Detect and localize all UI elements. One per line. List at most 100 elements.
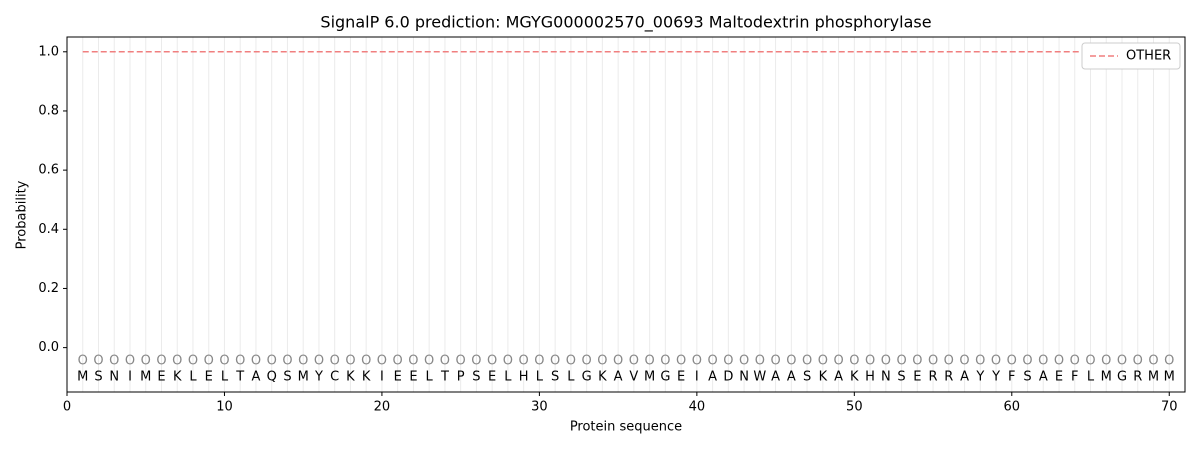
y-tick-label: 0.4 [38,222,59,237]
predicted-label: O [298,353,308,368]
residue: E [913,370,921,385]
residue: L [1087,370,1095,385]
predicted-label: O [770,353,780,368]
residue: R [929,370,938,385]
predicted-label: O [1022,353,1032,368]
plot-frame [66,36,1186,393]
predicted-label: O [471,353,481,368]
predicted-label: O [330,353,340,368]
residue: E [677,370,685,385]
predicted-label: O [1085,353,1095,368]
predicted-label: O [188,353,198,368]
predicted-label: O [235,353,245,368]
residue: I [695,370,699,385]
predicted-label: O [109,353,119,368]
predicted-label: O [550,353,560,368]
residue: M [77,370,88,385]
residue: N [881,370,891,385]
residue: E [488,370,496,385]
legend-box [1081,42,1181,70]
predicted-label: O [928,353,938,368]
residue: E [394,370,402,385]
predicted-label: O [1148,353,1158,368]
residue: A [834,370,843,385]
residue: F [1071,370,1078,385]
residue: V [629,370,638,385]
residue: S [551,370,559,385]
residue: K [850,370,859,385]
predicted-label: O [660,353,670,368]
residue: K [346,370,355,385]
predicted-label: O [645,353,655,368]
residue: L [189,370,197,385]
residue: A [252,370,261,385]
predicted-label: O [566,353,576,368]
predicted-label: O [172,353,182,368]
predicted-label: O [1070,353,1080,368]
residue: R [944,370,953,385]
residue: G [1117,370,1127,385]
predicted-label: O [424,353,434,368]
predicted-label: O [377,353,387,368]
predicted-label: O [1164,353,1174,368]
residue: H [519,370,529,385]
residue: K [173,370,182,385]
residue: Y [314,370,323,385]
residue: D [723,370,733,385]
predicted-label: O [1054,353,1064,368]
residue: A [614,370,623,385]
predicted-label: O [93,353,103,368]
residue: I [380,370,384,385]
predicted-label: O [833,353,843,368]
residue: A [771,370,780,385]
x-tick-label: 0 [63,400,71,415]
predicted-label: O [613,353,623,368]
predicted-label: O [534,353,544,368]
residue: I [128,370,132,385]
residue: M [644,370,655,385]
predicted-label: O [141,353,151,368]
predicted-label: O [251,353,261,368]
predicted-label: O [739,353,749,368]
predicted-label: O [896,353,906,368]
residue: E [205,370,213,385]
residue: Q [267,370,277,385]
predicted-label: O [1038,353,1048,368]
predicted-label: O [707,353,717,368]
residue: N [739,370,749,385]
residue: K [362,370,371,385]
chart-title: SignalP 6.0 prediction: MGYG000002570_00… [320,13,931,33]
residue: A [1039,370,1048,385]
predicted-label: O [156,353,166,368]
residue: T [235,370,244,385]
x-tick-label: 50 [846,400,863,415]
residue: N [109,370,119,385]
predicted-label: O [597,353,607,368]
predicted-label: O [1101,353,1111,368]
residue: L [567,370,575,385]
predicted-label: O [503,353,513,368]
predicted-label: O [1117,353,1127,368]
predicted-label: O [975,353,985,368]
predicted-label: O [1007,353,1017,368]
predicted-label: O [345,353,355,368]
residue: C [330,370,339,385]
residue: W [753,370,766,385]
residue: S [472,370,480,385]
x-axis-label: Protein sequence [570,420,682,435]
y-tick-label: 1.0 [38,44,59,59]
predicted-label: O [692,353,702,368]
y-tick-label: 0.0 [38,340,59,355]
residue: A [708,370,717,385]
residue: S [897,370,905,385]
predicted-label: O [723,353,733,368]
residue: Y [975,370,984,385]
residue: G [582,370,592,385]
x-tick-label: 70 [1161,400,1178,415]
residue: M [1101,370,1112,385]
predicted-label: O [440,353,450,368]
residue: K [598,370,607,385]
legend-label: OTHER [1126,49,1171,64]
predicted-label: O [78,353,88,368]
x-tick-label: 10 [216,400,233,415]
